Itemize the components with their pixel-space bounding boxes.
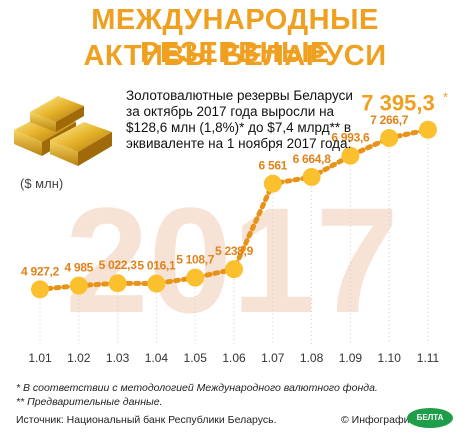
footnote-1: * В соответствии с методологией Междунар… — [16, 382, 378, 394]
data-point — [341, 146, 360, 165]
data-point — [225, 260, 243, 279]
data-label: 7 395,3 — [361, 91, 434, 116]
x-tick-label: 1.09 — [339, 351, 363, 365]
data-point — [419, 120, 437, 139]
title-line-2: АКТИВЫ БЕЛАРУСИ — [83, 40, 387, 72]
title-line-1: МЕЖДУНАРОДНЫЕ РЕЗЕРВНЫЕ — [91, 4, 379, 69]
data-point — [380, 129, 399, 148]
credit-text: © Инфографика — [341, 414, 421, 426]
data-label: 4 985 — [65, 261, 94, 275]
x-tick-label: 1.03 — [106, 351, 130, 365]
x-tick-label: 1.10 — [378, 351, 402, 365]
data-label: 5 238,9 — [215, 244, 254, 258]
x-tick-label: 1.11 — [417, 351, 440, 365]
data-point — [147, 274, 166, 293]
x-tick-label: 1.02 — [67, 351, 91, 365]
data-label: 7 266,7 — [370, 113, 409, 127]
data-point — [302, 167, 321, 186]
footnote-2: ** Предварительные данные. — [16, 396, 163, 408]
data-label: 6 561 — [259, 159, 288, 173]
data-label: 4 927,2 — [21, 264, 60, 278]
data-point — [69, 276, 88, 295]
data-label-footnote-mark: * — [443, 90, 448, 105]
data-point — [108, 274, 127, 293]
data-label: 6 993,6 — [331, 131, 370, 145]
unit-label: ($ млн) — [20, 176, 64, 191]
data-label: 6 664,8 — [293, 152, 332, 166]
description: Золотовалютные резервы Беларуси за октяб… — [126, 88, 353, 151]
x-tick-label: 1.07 — [261, 351, 285, 365]
source-text: Источник: Национальный банк Республики Б… — [16, 414, 277, 426]
data-point — [31, 280, 49, 299]
x-tick-label: 1.05 — [184, 351, 208, 365]
belta-logo: БЕЛТА — [407, 408, 453, 428]
footnotes: * В соответствии с методологией Междунар… — [16, 381, 378, 409]
data-label: 5 022,3 — [99, 258, 138, 272]
data-point — [186, 268, 205, 287]
data-point — [263, 174, 282, 193]
x-tick-label: 1.08 — [300, 351, 324, 365]
background-year-watermark: 2017 — [65, 176, 399, 344]
x-tick-label: 1.06 — [222, 351, 246, 365]
data-label: 5 016,1 — [137, 259, 176, 273]
x-tick-label: 1.04 — [145, 351, 169, 365]
data-label: 5 108,7 — [176, 253, 215, 267]
x-tick-label: 1.01 — [28, 351, 52, 365]
